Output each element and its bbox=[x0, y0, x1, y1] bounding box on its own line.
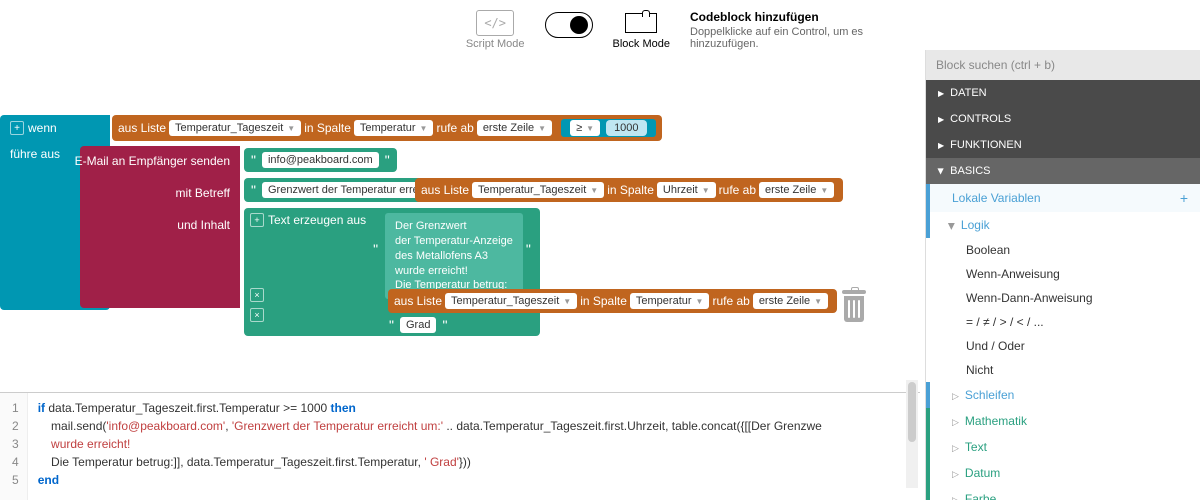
sub-datum[interactable]: ▷Datum bbox=[926, 460, 1200, 486]
dropdown-column[interactable]: Temperatur▼ bbox=[354, 120, 434, 136]
leaf-wenn-dann[interactable]: Wenn-Dann-Anweisung bbox=[926, 286, 1200, 310]
input-body-text[interactable]: Der Grenzwert der Temperatur-Anzeige des… bbox=[385, 213, 523, 299]
dropdown-list-2[interactable]: Temperatur_Tageszeit▼ bbox=[472, 182, 604, 198]
label-email-senden: E-Mail an Empfänger senden bbox=[75, 152, 230, 170]
leaf-und-oder[interactable]: Und / Oder bbox=[926, 334, 1200, 358]
leaf-wenn[interactable]: Wenn-Anweisung bbox=[926, 262, 1200, 286]
dropdown-list-3[interactable]: Temperatur_Tageszeit▼ bbox=[445, 293, 577, 309]
add-variable-icon[interactable]: + bbox=[1180, 190, 1188, 206]
block-operator[interactable]: ≥▼ 1000 bbox=[561, 119, 655, 137]
input-grad[interactable]: Grad bbox=[400, 317, 436, 333]
block-text-grad[interactable]: "Grad" bbox=[382, 314, 454, 336]
dropdown-column-3[interactable]: Temperatur▼ bbox=[630, 293, 710, 309]
expand-icon[interactable]: + bbox=[250, 213, 264, 227]
remove-icon[interactable]: × bbox=[250, 288, 264, 302]
block-email[interactable]: E-Mail an Empfänger senden mit Betreff u… bbox=[80, 146, 240, 308]
dropdown-row[interactable]: erste Zeile▼ bbox=[477, 120, 552, 136]
leaf-operators[interactable]: = / ≠ / > / < / ... bbox=[926, 310, 1200, 334]
line-gutter: 12345 bbox=[0, 393, 28, 500]
label-text-erzeugen: Text erzeugen aus bbox=[268, 213, 366, 227]
block-workspace[interactable]: + wenn führe aus aus Liste Temperatur_Ta… bbox=[0, 0, 920, 380]
block-text-recipient[interactable]: "info@peakboard.com" bbox=[244, 148, 397, 172]
category-controls[interactable]: ▶CONTROLS bbox=[926, 106, 1200, 132]
sub-mathematik[interactable]: ▷Mathematik bbox=[926, 408, 1200, 434]
dropdown-row-3[interactable]: erste Zeile▼ bbox=[753, 293, 828, 309]
code-editor[interactable]: 12345 if data.Temperatur_Tageszeit.first… bbox=[0, 392, 920, 500]
sub-text[interactable]: ▷Text bbox=[926, 434, 1200, 460]
category-funktionen[interactable]: ▶FUNKTIONEN bbox=[926, 132, 1200, 158]
block-search-input[interactable]: Block suchen (ctrl + b) bbox=[926, 50, 1200, 80]
block-condition[interactable]: aus Liste Temperatur_Tageszeit▼ in Spalt… bbox=[112, 115, 662, 141]
category-daten[interactable]: ▶DATEN bbox=[926, 80, 1200, 106]
label-mit-betreff: mit Betreff bbox=[176, 184, 230, 202]
expand-icon[interactable]: + bbox=[10, 121, 24, 135]
input-email[interactable]: info@peakboard.com bbox=[262, 152, 379, 168]
editor-scrollbar[interactable] bbox=[906, 380, 918, 488]
leaf-boolean[interactable]: Boolean bbox=[926, 238, 1200, 262]
sub-logik[interactable]: ▶Logik bbox=[926, 212, 1200, 238]
block-lookup-temperatur[interactable]: aus Liste Temperatur_Tageszeit▼ in Spalt… bbox=[388, 289, 837, 313]
dropdown-list[interactable]: Temperatur_Tageszeit▼ bbox=[169, 120, 301, 136]
remove-icon[interactable]: × bbox=[250, 308, 264, 322]
trash-icon[interactable] bbox=[840, 290, 868, 324]
block-lookup-uhrzeit[interactable]: aus Liste Temperatur_Tageszeit▼ in Spalt… bbox=[415, 178, 843, 202]
dropdown-row-2[interactable]: erste Zeile▼ bbox=[759, 182, 834, 198]
code-content[interactable]: if data.Temperatur_Tageszeit.first.Tempe… bbox=[28, 393, 832, 500]
dropdown-column-2[interactable]: Uhrzeit▼ bbox=[657, 182, 716, 198]
sub-schleifen[interactable]: ▷Schleifen bbox=[926, 382, 1200, 408]
label-und-inhalt: und Inhalt bbox=[177, 216, 230, 234]
sub-farbe[interactable]: ▷Farbe bbox=[926, 486, 1200, 500]
sub-lokale-variablen[interactable]: Lokale Variablen+ bbox=[926, 184, 1200, 212]
label-fuehre-aus: führe aus bbox=[10, 147, 60, 161]
category-basics[interactable]: ▶BASICS bbox=[926, 158, 1200, 184]
dropdown-operator[interactable]: ≥▼ bbox=[570, 120, 600, 136]
block-panel: Block suchen (ctrl + b) ▶DATEN ▶CONTROLS… bbox=[925, 50, 1200, 500]
input-threshold[interactable]: 1000 bbox=[606, 120, 646, 136]
leaf-nicht[interactable]: Nicht bbox=[926, 358, 1200, 382]
